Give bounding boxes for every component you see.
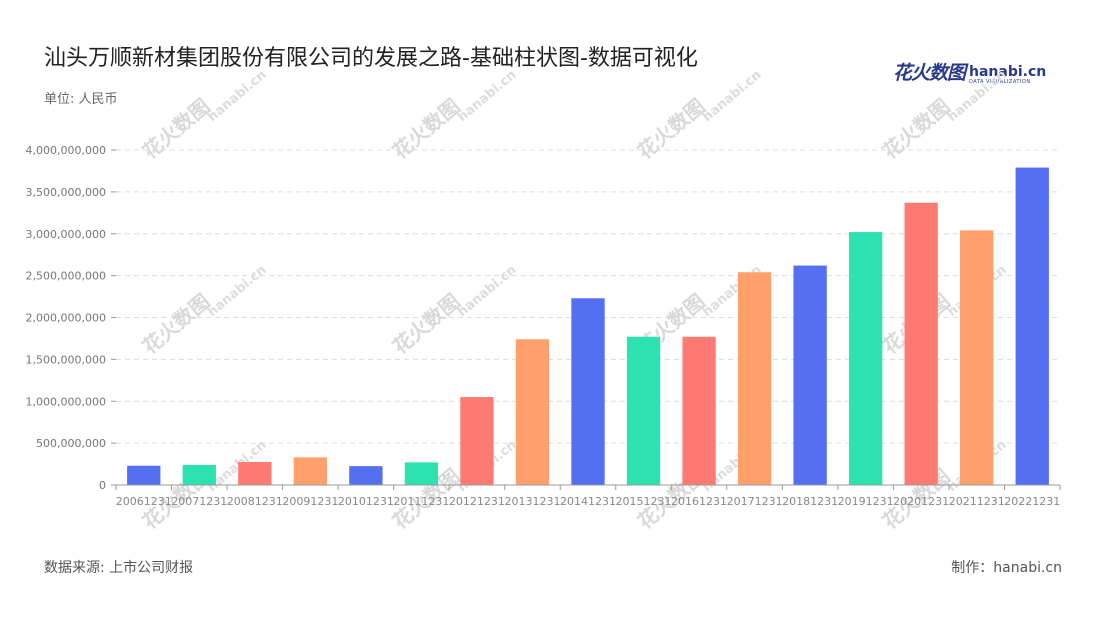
x-tick-label: 20111231 [393, 495, 449, 508]
watermark-text-en: hanabi.cn [455, 67, 520, 125]
watermark-text-en: hanabi.cn [945, 67, 1010, 125]
y-tick-label: 1,000,000,000 [26, 395, 106, 408]
bar [515, 339, 550, 485]
bar [404, 462, 439, 485]
y-tick-label: 500,000,000 [36, 437, 106, 450]
x-tick-label: 20211231 [949, 495, 1005, 508]
x-tick-label: 20141231 [560, 495, 616, 508]
bar [127, 465, 161, 485]
bar [960, 230, 994, 485]
x-tick-label: 20151231 [616, 495, 672, 508]
y-tick-label: 0 [99, 479, 106, 492]
bar [737, 272, 772, 485]
maker-credit: 制作：hanabi.cn [951, 560, 1062, 576]
watermark-text: 花火数图 [878, 94, 955, 164]
bar [571, 298, 605, 485]
y-tick-label: 3,500,000,000 [26, 186, 106, 199]
y-tick-label: 2,500,000,000 [26, 270, 106, 283]
x-tick-label: 20171231 [727, 495, 783, 508]
watermark-text-en: hanabi.cn [205, 67, 270, 125]
x-tick-label: 20201231 [893, 495, 949, 508]
logo-text-en: hanabi.cn [969, 64, 1047, 80]
bar [793, 265, 827, 485]
bar [848, 232, 883, 485]
x-tick-label: 20191231 [838, 495, 894, 508]
x-tick-label: 20131231 [504, 495, 560, 508]
watermark-text: 花火数图 [633, 94, 710, 164]
bar [182, 464, 216, 485]
x-tick-label: 20121231 [449, 495, 505, 508]
chart-title: 汕头万顺新材集团股份有限公司的发展之路-基础柱状图-数据可视化 [44, 46, 698, 71]
bars [127, 167, 1049, 485]
watermark-text: 花火数图 [388, 94, 465, 164]
bar [1015, 167, 1049, 485]
x-tick-label: 20101231 [338, 495, 394, 508]
y-axis: 0 500,000,000 1,000,000,000 1,500,000,000 2,… [26, 144, 116, 492]
y-tick-label: 2,000,000,000 [26, 312, 106, 325]
watermark-text: 花火数图 [138, 94, 215, 164]
bar [904, 202, 938, 485]
watermark-text: 花火数图 [388, 289, 465, 359]
unit-label: 单位: 人民币 [44, 92, 118, 107]
y-tick-label: 4,000,000,000 [26, 144, 106, 157]
brand-logo: 花火数图 hanabi.cn DATA VISUALIZATION [893, 58, 1046, 85]
bar [238, 461, 272, 485]
logo-subtext: DATA VISUALIZATION [969, 79, 1031, 85]
logo-right: hanabi.cn DATA VISUALIZATION [969, 65, 1046, 85]
bar [626, 336, 661, 485]
y-tick-label: 1,500,000,000 [26, 353, 106, 366]
watermark-text-en: hanabi.cn [700, 67, 765, 125]
x-tick-label: 20161231 [671, 495, 727, 508]
x-tick-label: 20091231 [282, 495, 338, 508]
x-tick-label: 20081231 [227, 495, 283, 508]
y-tick-label: 3,000,000,000 [26, 228, 106, 241]
logo-text-cn: 花火数图 [893, 62, 966, 84]
watermark-text: 花火数图 [138, 289, 215, 359]
bar [293, 457, 328, 485]
x-tick-label: 20071231 [171, 495, 227, 508]
watermark-text-en: hanabi.cn [205, 262, 270, 320]
bar [682, 336, 716, 485]
data-source: 数据来源: 上市公司财报 [44, 560, 194, 576]
watermark-text-en: hanabi.cn [455, 262, 520, 320]
bar [460, 397, 494, 485]
x-axis: 20061231 20071231 20081231 20091231 20101231… [115, 484, 1061, 508]
x-tick-label: 20181231 [782, 495, 838, 508]
x-tick-label: 20061231 [116, 495, 172, 508]
bar [349, 466, 383, 485]
x-tick-label: 20221231 [1004, 495, 1060, 508]
